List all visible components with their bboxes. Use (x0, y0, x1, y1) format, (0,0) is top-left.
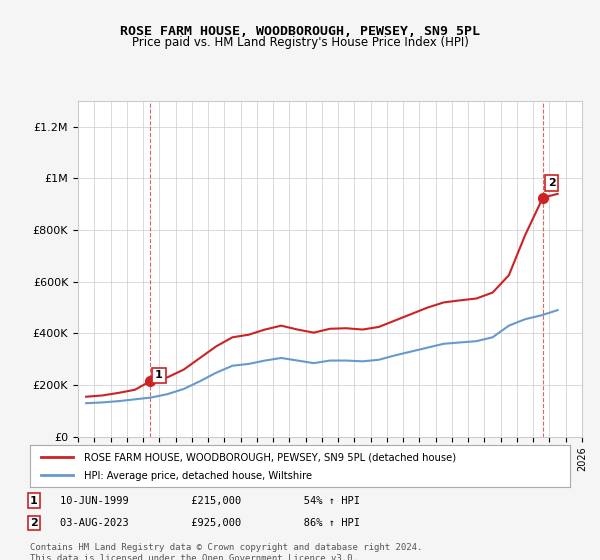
Text: ROSE FARM HOUSE, WOODBOROUGH, PEWSEY, SN9 5PL: ROSE FARM HOUSE, WOODBOROUGH, PEWSEY, SN… (120, 25, 480, 38)
Text: 2: 2 (548, 178, 556, 188)
Text: Price paid vs. HM Land Registry's House Price Index (HPI): Price paid vs. HM Land Registry's House … (131, 36, 469, 49)
Text: 1: 1 (30, 496, 38, 506)
Text: HPI: Average price, detached house, Wiltshire: HPI: Average price, detached house, Wilt… (84, 472, 312, 481)
Text: Contains HM Land Registry data © Crown copyright and database right 2024.
This d: Contains HM Land Registry data © Crown c… (30, 543, 422, 560)
Text: 03-AUG-2023          £925,000          86% ↑ HPI: 03-AUG-2023 £925,000 86% ↑ HPI (60, 518, 360, 528)
Text: 2: 2 (30, 518, 38, 528)
Text: ROSE FARM HOUSE, WOODBOROUGH, PEWSEY, SN9 5PL (detached house): ROSE FARM HOUSE, WOODBOROUGH, PEWSEY, SN… (84, 453, 456, 463)
Text: 1: 1 (155, 371, 163, 380)
Text: 10-JUN-1999          £215,000          54% ↑ HPI: 10-JUN-1999 £215,000 54% ↑ HPI (60, 496, 360, 506)
